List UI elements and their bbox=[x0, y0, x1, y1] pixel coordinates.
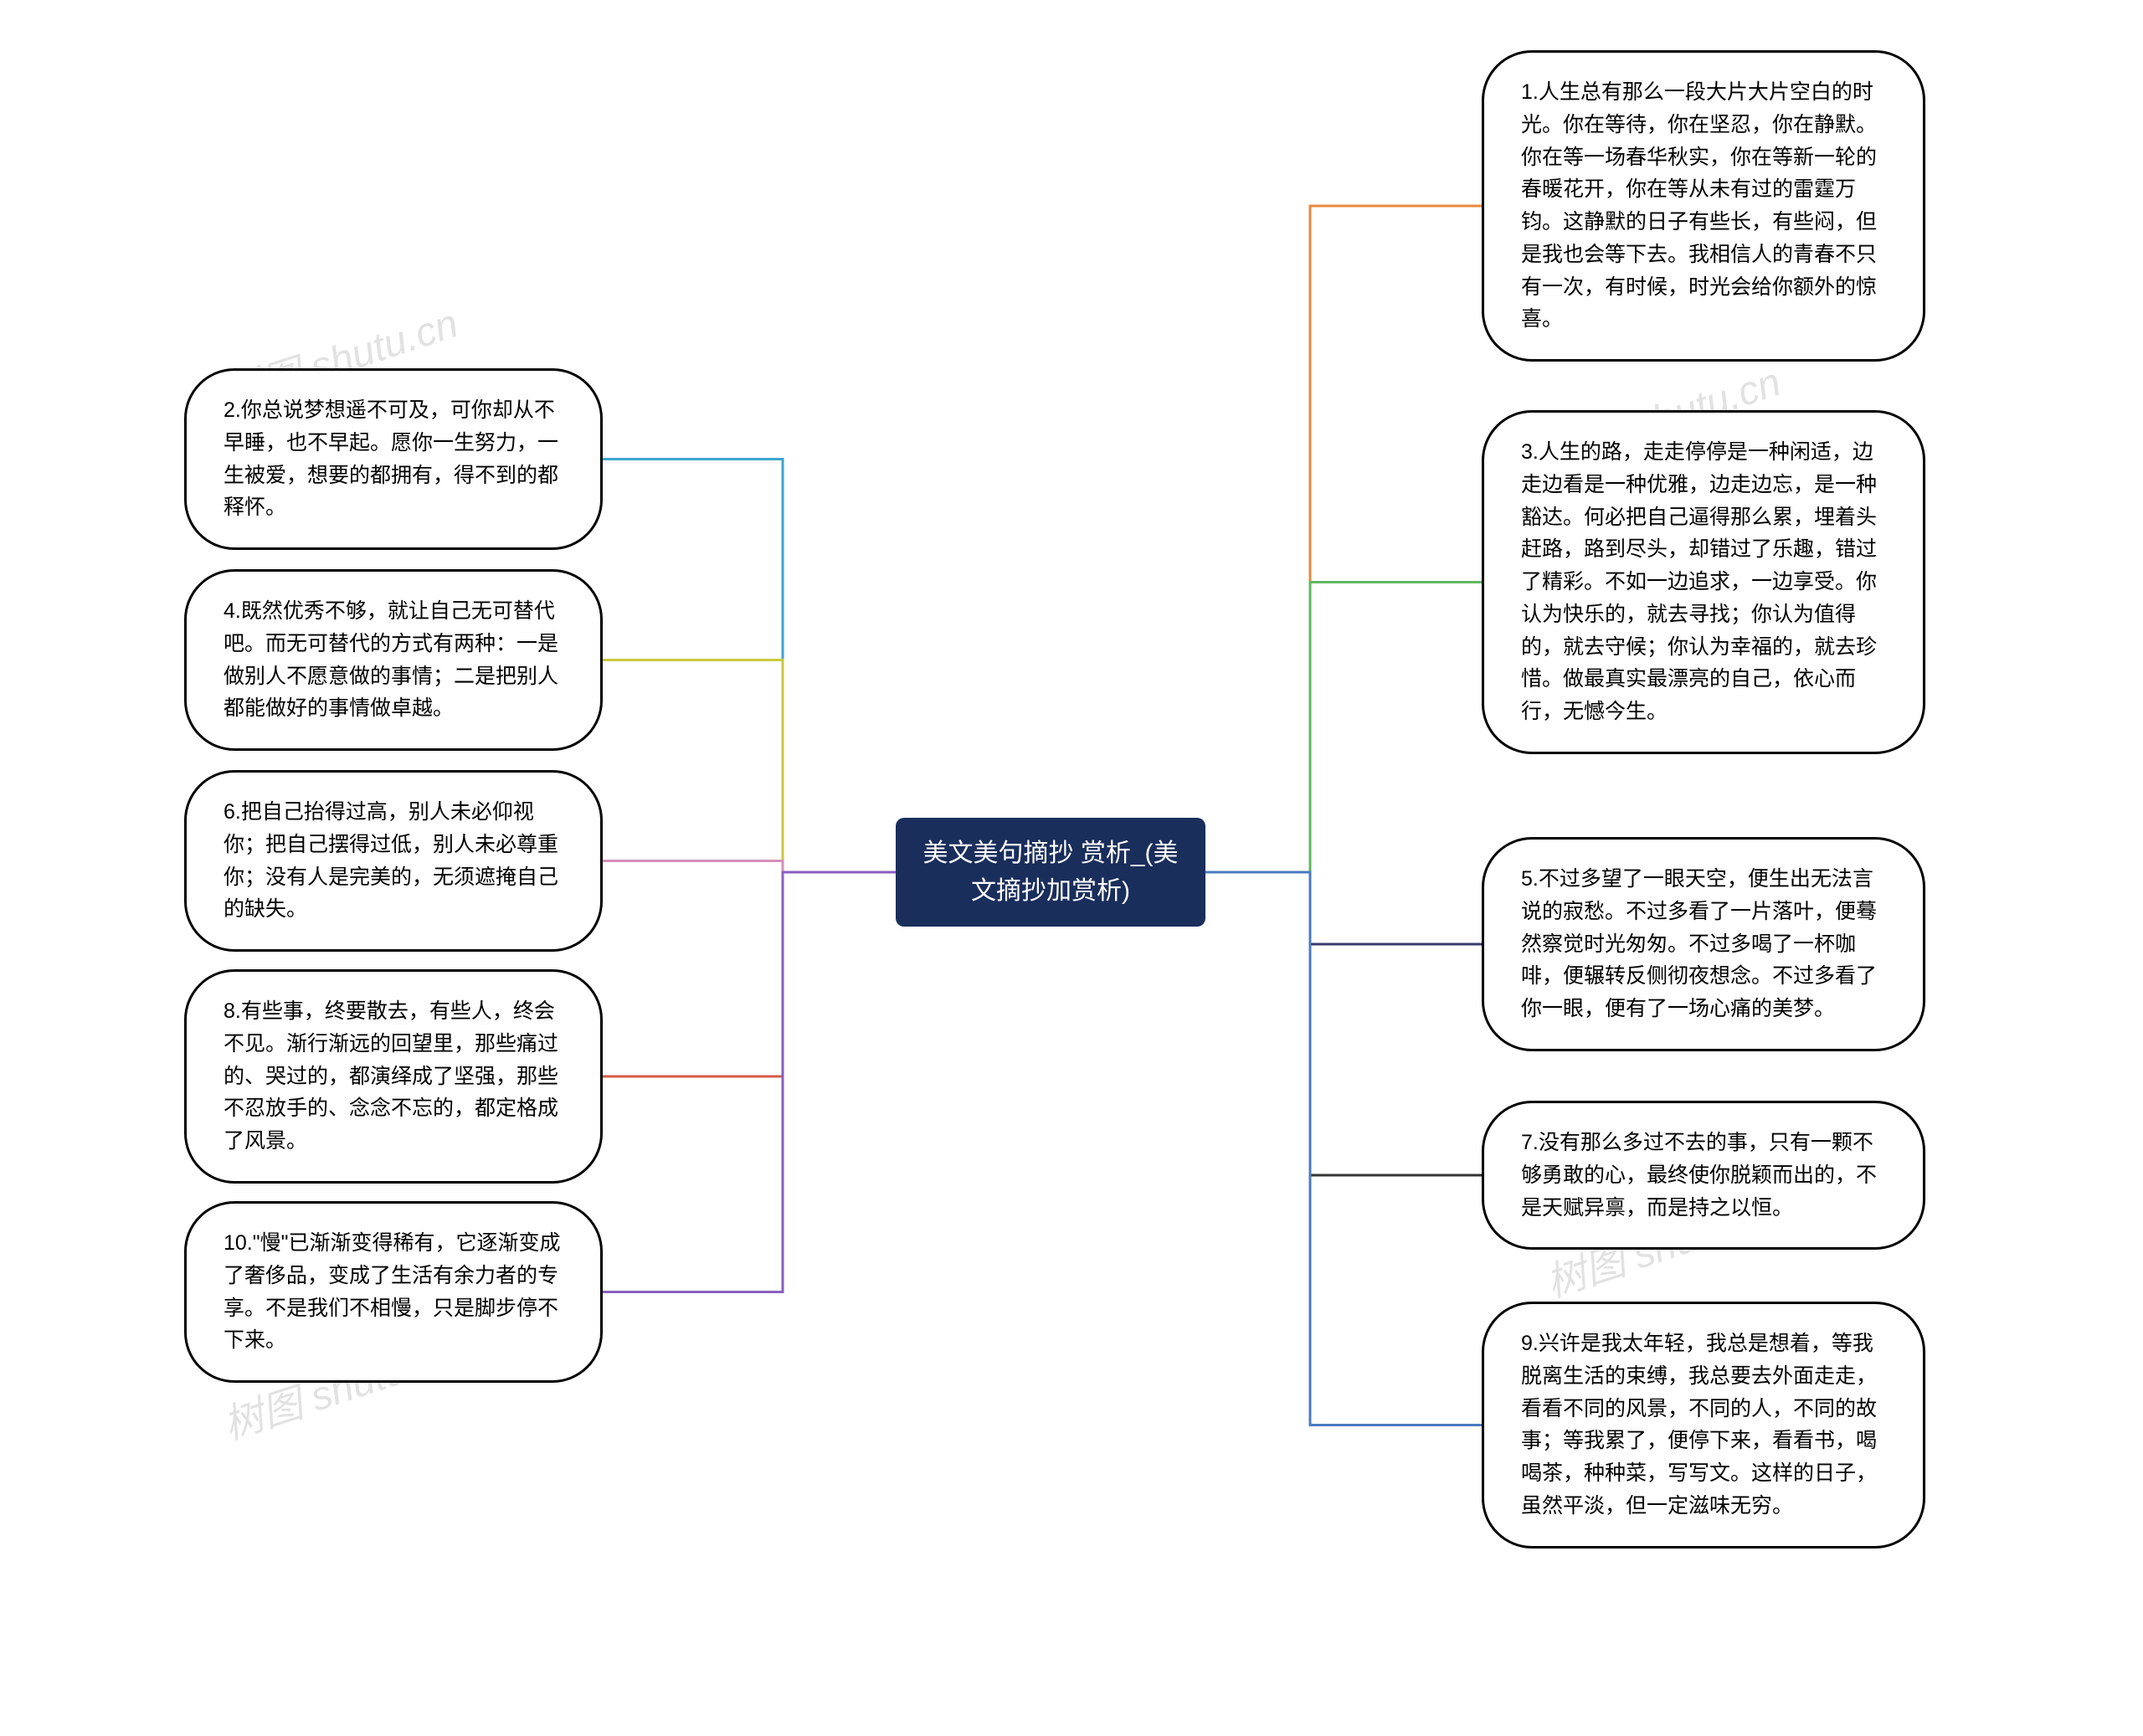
leaf-node-text: 8.有些事，终要散去，有些人，终会不见。渐行渐远的回望里，那些痛过的、哭过的，都… bbox=[224, 999, 558, 1153]
leaf-node-text: 4.既然优秀不够，就让自己无可替代吧。而无可替代的方式有两种：一是做别人不愿意做… bbox=[224, 599, 558, 720]
connector-n9 bbox=[1205, 872, 1482, 1425]
leaf-node-text: 9.兴许是我太年轻，我总是想着，等我脱离生活的束缚，我总要去外面走走，看看不同的… bbox=[1521, 1332, 1877, 1518]
connector-n7 bbox=[1205, 872, 1482, 1175]
leaf-node-text: 10."慢"已渐渐变得稀有，它逐渐变成了奢侈品，变成了生活有余力者的专享。不是我… bbox=[224, 1231, 561, 1352]
center-node-label: 美文美句摘抄 赏析_(美文摘抄加赏析) bbox=[922, 840, 1178, 905]
connector-n3 bbox=[1205, 583, 1482, 873]
connector-n5 bbox=[1205, 872, 1482, 944]
leaf-node-text: 2.你总说梦想遥不可及，可你却从不早睡，也不早起。愿你一生努力，一生被爱，想要的… bbox=[224, 398, 558, 519]
leaf-node-n3[interactable]: 3.人生的路，走走停停是一种闲适，边走边看是一种优雅，边走边忘，是一种豁达。何必… bbox=[1482, 410, 1925, 754]
leaf-node-text: 3.人生的路，走走停停是一种闲适，边走边看是一种优雅，边走边忘，是一种豁达。何必… bbox=[1521, 440, 1877, 723]
connector-n6 bbox=[603, 861, 896, 873]
connector-n8 bbox=[603, 872, 896, 1076]
connector-n2 bbox=[603, 460, 896, 873]
center-node[interactable]: 美文美句摘抄 赏析_(美文摘抄加赏析) bbox=[896, 818, 1205, 927]
leaf-node-n4[interactable]: 4.既然优秀不够，就让自己无可替代吧。而无可替代的方式有两种：一是做别人不愿意做… bbox=[184, 569, 603, 751]
connector-n10 bbox=[603, 872, 896, 1292]
leaf-node-n10[interactable]: 10."慢"已渐渐变得稀有，它逐渐变成了奢侈品，变成了生活有余力者的专享。不是我… bbox=[184, 1201, 603, 1383]
leaf-node-n1[interactable]: 1.人生总有那么一段大片大片空白的时光。你在等待，你在坚忍，你在静默。你在等一场… bbox=[1482, 50, 1925, 362]
leaf-node-text: 6.把自己抬得过高，别人未必仰视你；把自己摆得过低，别人未必尊重你；没有人是完美… bbox=[224, 800, 558, 921]
leaf-node-n6[interactable]: 6.把自己抬得过高，别人未必仰视你；把自己摆得过低，别人未必尊重你；没有人是完美… bbox=[184, 770, 603, 952]
connector-n1 bbox=[1205, 206, 1482, 872]
leaf-node-text: 7.没有那么多过不去的事，只有一颗不够勇敢的心，最终使你脱颖而出的，不是天赋异禀… bbox=[1521, 1131, 1877, 1220]
connector-n4 bbox=[603, 660, 896, 873]
mindmap-canvas: 树图 shutu.cn树图 shutu.cn树图 shutu.cn树图 shut… bbox=[0, 0, 2143, 1736]
leaf-node-n9[interactable]: 9.兴许是我太年轻，我总是想着，等我脱离生活的束缚，我总要去外面走走，看看不同的… bbox=[1482, 1302, 1925, 1549]
leaf-node-text: 1.人生总有那么一段大片大片空白的时光。你在等待，你在坚忍，你在静默。你在等一场… bbox=[1521, 80, 1877, 331]
leaf-node-n5[interactable]: 5.不过多望了一眼天空，便生出无法言说的寂愁。不过多看了一片落叶，便蓦然察觉时光… bbox=[1482, 837, 1925, 1051]
leaf-node-n8[interactable]: 8.有些事，终要散去，有些人，终会不见。渐行渐远的回望里，那些痛过的、哭过的，都… bbox=[184, 969, 603, 1184]
leaf-node-n7[interactable]: 7.没有那么多过不去的事，只有一颗不够勇敢的心，最终使你脱颖而出的，不是天赋异禀… bbox=[1482, 1101, 1925, 1250]
leaf-node-n2[interactable]: 2.你总说梦想遥不可及，可你却从不早睡，也不早起。愿你一生努力，一生被爱，想要的… bbox=[184, 368, 603, 550]
leaf-node-text: 5.不过多望了一眼天空，便生出无法言说的寂愁。不过多看了一片落叶，便蓦然察觉时光… bbox=[1521, 867, 1877, 1020]
